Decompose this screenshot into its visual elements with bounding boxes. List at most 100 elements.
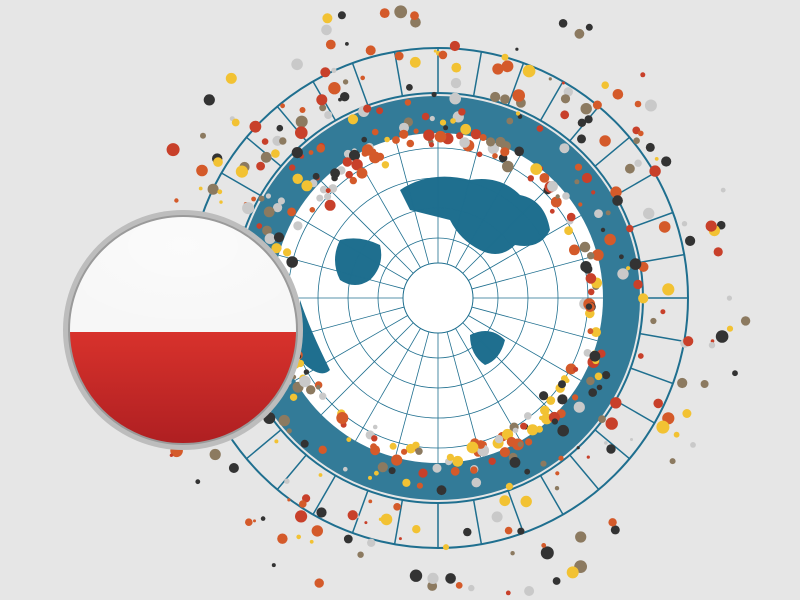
data-dot [349,149,360,161]
data-dot [429,115,435,122]
data-dot [289,260,294,265]
data-dot [585,303,593,310]
data-dot [653,398,663,409]
data-dot [471,477,482,488]
data-dot [295,510,308,523]
data-dot [700,380,709,388]
data-dot [409,569,423,582]
data-dot [321,24,332,36]
data-dot [324,192,332,201]
data-dot [517,114,523,119]
data-dot [318,445,327,454]
data-dot [558,19,568,28]
data-dot [569,244,580,256]
ring-tick [594,136,630,167]
data-dot [592,100,602,110]
data-dot [491,511,503,523]
data-dot [427,572,439,585]
data-dot [617,268,629,280]
data-dot [361,150,369,157]
data-dot [527,175,534,182]
data-dot [669,458,676,465]
data-dot [166,143,180,157]
data-dot [330,168,340,179]
data-dot [579,241,591,253]
data-dot [476,440,486,449]
data-dot [405,443,416,454]
data-dot [280,103,285,109]
data-dot [274,439,279,444]
data-dot [510,551,515,556]
ring-tick [615,399,655,424]
data-dot [289,393,298,401]
data-dot [287,498,291,502]
data-dot [347,114,359,125]
data-dot [325,39,336,50]
data-dot [490,91,501,103]
data-dot [328,82,341,95]
data-dot [492,63,504,75]
data-dot [295,126,308,139]
data-dot [213,157,223,167]
data-dot [263,206,275,218]
data-dot [316,94,328,106]
data-dot [286,428,292,434]
data-dot [501,60,514,73]
data-dot [649,165,661,177]
data-dot [654,157,659,161]
data-dot [404,99,412,106]
data-dot [560,110,570,120]
ring-tick [246,136,282,167]
data-dot [599,135,611,147]
data-dot [439,119,447,126]
data-dot [399,129,409,139]
data-dot [509,457,521,468]
data-dot [316,194,324,202]
data-dot [409,56,421,68]
data-dot [219,200,223,204]
data-dot [463,527,472,537]
data-dot [311,525,323,537]
data-dot [656,420,670,434]
data-dot [431,91,437,98]
data-dot [342,157,352,167]
data-dot [365,45,376,56]
data-dot [245,518,253,526]
data-dot [357,551,364,558]
data-dot [459,137,470,148]
data-dot [610,397,622,409]
data-dot [522,64,536,78]
data-dot [291,147,303,159]
data-dot [715,330,729,343]
data-dot [681,221,688,227]
data-dot [347,510,358,521]
data-dot [295,115,308,128]
data-dot [565,363,577,375]
data-dot [391,454,403,466]
data-dot [312,172,320,180]
data-dot [573,366,579,372]
data-dot [299,500,307,508]
data-dot [539,391,549,401]
data-dot [389,442,397,450]
data-dot [587,288,595,296]
data-dot [494,435,504,444]
longitude-line [355,328,421,442]
data-dot [418,468,428,478]
data-dot [540,460,547,467]
data-dot [319,185,328,194]
data-dot [265,193,271,199]
data-dot [433,49,437,53]
data-dot [388,467,396,475]
data-dot [271,243,282,254]
data-dot [356,167,368,179]
data-dot [372,424,378,430]
data-dot [710,339,715,343]
data-dot [320,67,331,78]
data-dot [677,377,688,389]
data-dot [524,586,535,596]
data-dot [292,173,303,184]
data-dot [626,266,631,271]
data-dot [716,220,726,230]
data-dot [300,439,309,448]
